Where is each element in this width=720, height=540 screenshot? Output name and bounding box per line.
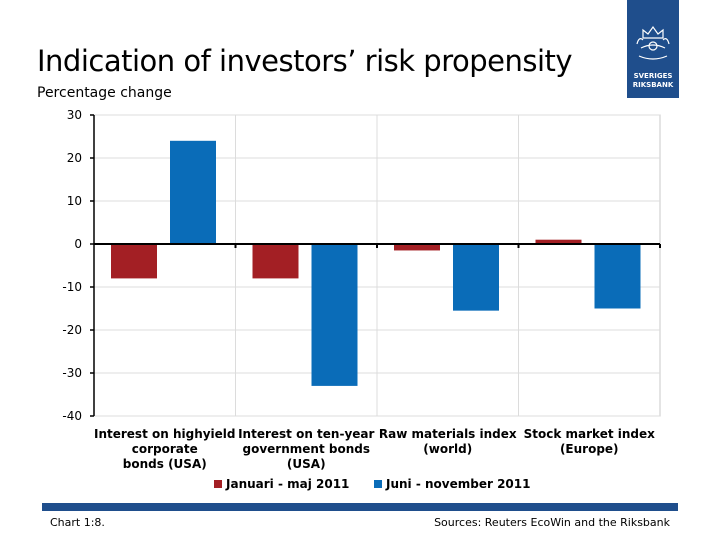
chart-subtitle: Percentage change: [37, 85, 172, 101]
y-tick-label: -30: [62, 366, 82, 380]
category-label-line: (Europe): [560, 442, 619, 456]
category-label: Raw materials index (world): [379, 427, 517, 456]
chart-source: Sources: Reuters EcoWin and the Riksbank: [434, 516, 670, 529]
logo-line-2: RIKSBANK: [632, 81, 674, 89]
y-tick-label: 20: [67, 151, 82, 165]
bar: [394, 244, 440, 251]
legend-swatch: [374, 480, 382, 488]
bar: [594, 244, 641, 309]
category-label-line: (world): [423, 442, 472, 456]
bar: [535, 239, 582, 244]
footer-bar: [42, 503, 678, 511]
category-label-line: Interest on ten-year: [238, 427, 374, 441]
legend-swatch: [214, 480, 222, 488]
category-label-line: bonds (USA): [123, 457, 207, 471]
legend-label: Januari - maj 2011: [225, 477, 349, 491]
chart-number: Chart 1:8.: [50, 516, 105, 529]
logo-line-1: SVERIGES: [633, 72, 673, 80]
page-title: Indication of investors’ risk propensity: [37, 44, 573, 78]
y-tick-label: 30: [67, 108, 82, 122]
category-label-line: Raw materials index: [379, 427, 517, 441]
y-tick-label: -40: [62, 409, 82, 423]
bar: [311, 244, 358, 386]
bar: [252, 244, 299, 279]
y-tick-label: -20: [62, 323, 82, 337]
riksbank-logo: SVERIGES RIKSBANK: [627, 0, 679, 98]
bar: [111, 244, 157, 279]
y-tick-label: -10: [62, 280, 82, 294]
category-label-line: Interest on highyield: [94, 427, 236, 441]
category-label-line: government bonds: [243, 442, 370, 456]
category-label-line: (USA): [287, 457, 326, 471]
category-label: Interest on highyield corporate bonds (USA…: [94, 427, 236, 471]
category-label: Interest on ten-year government bonds (USA…: [238, 427, 374, 471]
category-label-line: corporate: [132, 442, 198, 456]
crown-lion-emblem-icon: [636, 25, 670, 60]
bar: [170, 140, 216, 244]
bar: [453, 244, 499, 311]
legend-label: Juni - november 2011: [385, 477, 530, 491]
y-tick-label: 0: [74, 237, 82, 251]
category-label-line: Stock market index: [524, 427, 656, 441]
y-tick-label: 10: [67, 194, 82, 208]
category-label: Stock market index (Europe): [524, 427, 656, 456]
